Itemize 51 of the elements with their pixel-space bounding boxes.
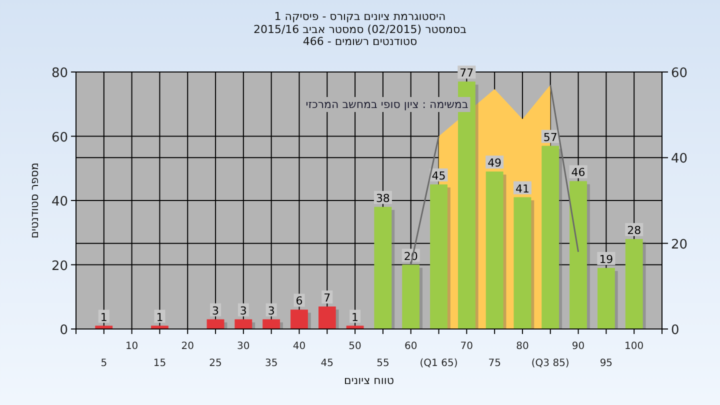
x-tick-label: 10: [125, 341, 138, 352]
x-tick-label: (Q1 65): [420, 358, 458, 369]
x-tick-label: 50: [348, 341, 362, 352]
y-axis-title: מספר סטודנטים: [28, 162, 41, 238]
x-tick-label: 15: [153, 358, 166, 369]
y-tick-label: 60: [51, 130, 68, 146]
y-tick-label: 20: [51, 258, 68, 274]
x-tick-label: 35: [264, 358, 278, 369]
data-label: 49: [488, 156, 502, 170]
data-label: 77: [460, 66, 474, 80]
x-tick-label: 60: [404, 341, 418, 352]
x-tick-label: 5: [100, 358, 108, 369]
x-tick-label: 95: [600, 358, 613, 369]
x-tick-label: 30: [237, 341, 250, 352]
data-label: 19: [599, 252, 614, 266]
x-tick-label: 20: [181, 341, 194, 352]
chart-subtitle: בסמסטר (02/2015) סמסטר אביב 2015/16 סטודנטים רשומים - 466: [253, 23, 467, 48]
data-label: 3: [212, 304, 220, 318]
data-label: 1: [156, 310, 164, 324]
y2-tick-label: 0: [671, 323, 680, 338]
y-tick-label: 80: [51, 66, 68, 81]
x-tick-label: 80: [516, 341, 529, 352]
data-label: 41: [515, 182, 530, 196]
data-label: 38: [376, 192, 390, 205]
x-tick-label: 40: [292, 341, 306, 352]
x-tick-label: 45: [320, 358, 334, 369]
data-label: 6: [296, 294, 303, 308]
x-tick-label: 75: [488, 358, 501, 369]
x-tick-label: 100: [624, 341, 644, 352]
y-tick-label: 0: [60, 323, 68, 338]
y2-tick-label: 40: [671, 152, 688, 167]
data-label: 45: [432, 169, 446, 182]
x-tick-label: 55: [376, 358, 390, 369]
data-label: 1: [352, 310, 359, 324]
x-tick-label: (Q3 85): [531, 358, 570, 369]
y-tick-label: 40: [51, 194, 68, 210]
x-tick-label: 90: [572, 341, 585, 352]
x-tick-label: 25: [209, 358, 222, 369]
x-tick-label: 70: [460, 341, 474, 352]
y2-tick-label: 20: [671, 237, 688, 252]
data-label: 1: [100, 310, 108, 324]
y2-tick-label: 60: [671, 66, 688, 81]
x-axis-title: טווח ציונים: [344, 374, 394, 387]
data-label: 3: [268, 304, 275, 318]
data-label: 46: [571, 166, 586, 180]
chart-title: היסטוגרמת ציונים בקורס - פיסיקה 1: [274, 10, 446, 23]
data-label: 3: [240, 304, 247, 318]
annotation: במשימה : ציון סופי במחשב המרכזי: [306, 98, 468, 111]
data-label: 57: [543, 130, 558, 144]
data-label: 28: [627, 224, 642, 238]
data-label: 7: [324, 292, 331, 305]
